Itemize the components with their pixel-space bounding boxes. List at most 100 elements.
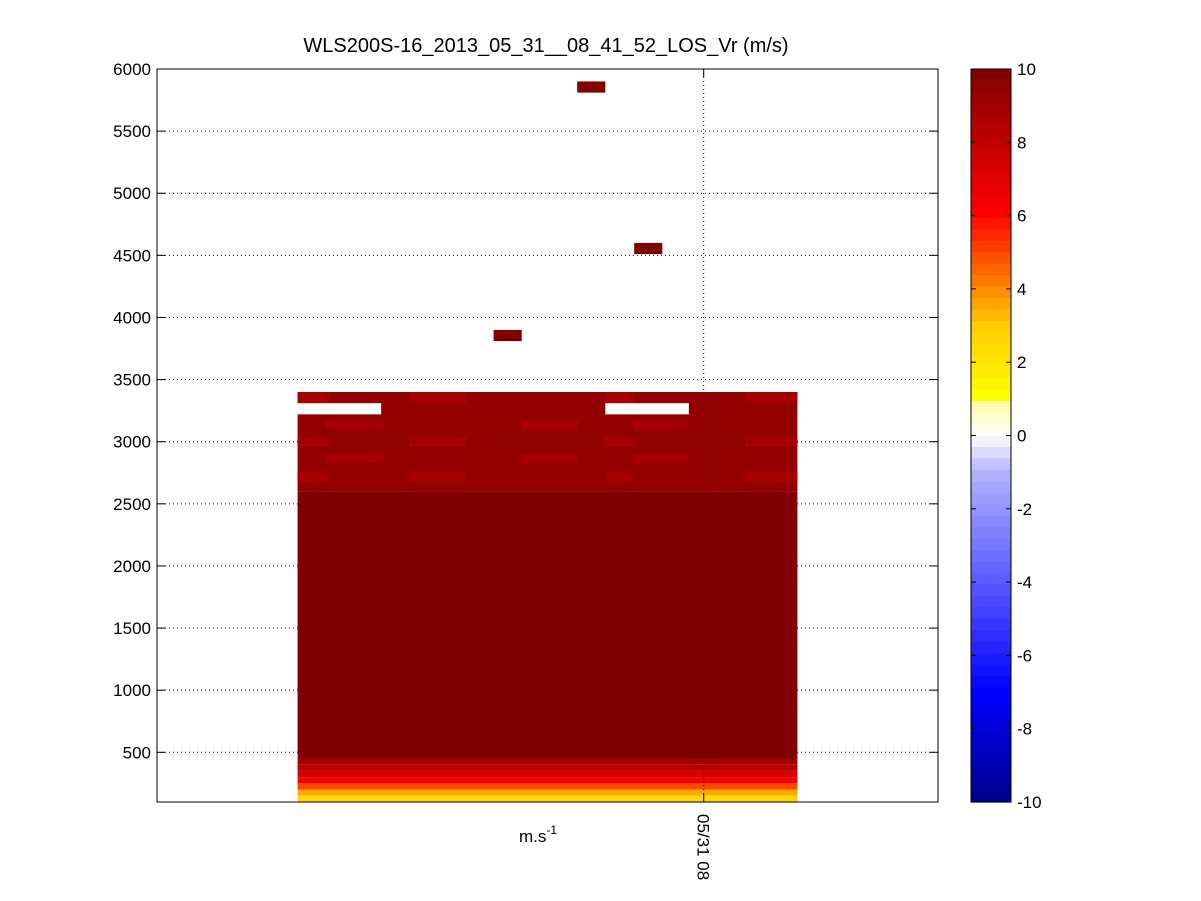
colorbar-swatch bbox=[971, 424, 1011, 437]
y-tick-label: 2000 bbox=[113, 557, 151, 576]
field-band bbox=[297, 764, 798, 771]
colorbar-swatch bbox=[971, 126, 1011, 139]
field-band bbox=[297, 758, 798, 765]
colorbar-swatch bbox=[971, 710, 1011, 723]
chart-title: WLS200S-16_2013_05_31__08_41_52_LOS_Vr (… bbox=[303, 35, 788, 57]
colorbar-tick-label: 8 bbox=[1017, 133, 1026, 152]
x-tick-label: 05/31 08 bbox=[694, 814, 713, 880]
colorbar-swatch bbox=[971, 446, 1011, 460]
field-cell bbox=[605, 392, 634, 404]
y-tick-label: 4500 bbox=[113, 246, 151, 265]
colorbar-swatch bbox=[971, 229, 1011, 242]
colorbar-swatch bbox=[971, 630, 1011, 643]
colorbar-tick-label: -10 bbox=[1017, 793, 1042, 812]
colorbar-swatch bbox=[971, 676, 1011, 689]
colorbar-tick-label: -6 bbox=[1017, 646, 1032, 665]
field-cell bbox=[521, 454, 578, 463]
y-tick-label: 2500 bbox=[113, 495, 151, 514]
colorbar-swatch bbox=[971, 790, 1011, 803]
y-tick-label: 4000 bbox=[113, 308, 151, 327]
y-tick-label: 3000 bbox=[113, 433, 151, 452]
colorbar-swatch bbox=[971, 309, 1011, 322]
colorbar-swatch bbox=[971, 481, 1011, 494]
x-axis-label-sup: -1 bbox=[546, 823, 557, 837]
colorbar-swatch bbox=[971, 401, 1011, 414]
colorbar-swatch bbox=[971, 435, 1011, 448]
colorbar-swatch bbox=[971, 286, 1011, 299]
colorbar-swatch bbox=[971, 721, 1011, 734]
colorbar-swatch bbox=[971, 572, 1011, 585]
colorbar-tick-label: -2 bbox=[1017, 500, 1032, 519]
field-cell bbox=[745, 436, 798, 447]
field-cell bbox=[297, 392, 329, 404]
field-band bbox=[297, 777, 798, 784]
colorbar-swatch bbox=[971, 779, 1011, 792]
colorbar-swatch bbox=[971, 584, 1011, 597]
colorbar-swatch bbox=[971, 641, 1011, 654]
field-cell bbox=[745, 471, 798, 482]
colorbar-swatch bbox=[971, 355, 1011, 368]
y-tick-label: 3500 bbox=[113, 371, 151, 390]
colorbar-swatch bbox=[971, 240, 1011, 253]
colorbar-swatch bbox=[971, 275, 1011, 288]
colorbar-swatch bbox=[971, 744, 1011, 757]
field-cell bbox=[325, 420, 382, 430]
colorbar-swatch bbox=[971, 389, 1011, 402]
colorbar-swatch bbox=[971, 69, 1011, 82]
field-band bbox=[297, 789, 798, 796]
y-tick-label: 1500 bbox=[113, 619, 151, 638]
colorbar-swatch bbox=[971, 194, 1011, 208]
colorbar-swatch bbox=[971, 137, 1011, 150]
field-cell bbox=[325, 454, 382, 463]
colorbar-tick-label: 2 bbox=[1017, 353, 1026, 372]
colorbar-swatch bbox=[971, 618, 1011, 631]
colorbar-swatch bbox=[971, 595, 1011, 608]
colorbar-swatch bbox=[971, 80, 1011, 93]
colorbar-swatch bbox=[971, 687, 1011, 700]
colorbar-swatch bbox=[971, 103, 1011, 116]
colorbar-swatch bbox=[971, 252, 1011, 265]
colorbar-swatch bbox=[971, 298, 1011, 311]
colorbar-swatch bbox=[971, 378, 1011, 391]
colorbar-tick-label: 0 bbox=[1017, 427, 1026, 446]
colorbar-swatch bbox=[971, 412, 1011, 425]
colorbar-swatch bbox=[971, 183, 1011, 196]
field-cell bbox=[633, 454, 689, 463]
colorbar-tick-label: -4 bbox=[1017, 573, 1032, 592]
missing-cell bbox=[297, 403, 382, 415]
field-cell bbox=[409, 471, 466, 482]
x-axis: 05/31 08 bbox=[694, 69, 713, 880]
colorbar-swatch bbox=[971, 492, 1011, 505]
colorbar-swatch bbox=[971, 149, 1011, 162]
colorbar-swatch bbox=[971, 561, 1011, 574]
colorbar-swatch bbox=[971, 160, 1011, 173]
colorbar-swatch bbox=[971, 458, 1011, 471]
isolated-cell bbox=[577, 81, 606, 93]
colorbar-tick-label: 10 bbox=[1017, 60, 1036, 79]
colorbar-swatch bbox=[971, 698, 1011, 711]
colorbar-swatch bbox=[971, 527, 1011, 540]
field-cell bbox=[521, 420, 578, 430]
x-axis-label-base: m.s bbox=[519, 827, 546, 846]
colorbar-tick-label: -8 bbox=[1017, 720, 1032, 739]
colorbar-swatch bbox=[971, 538, 1011, 551]
colorbar-swatch bbox=[971, 91, 1011, 104]
field-cell bbox=[633, 420, 689, 430]
colorbar-swatch bbox=[971, 733, 1011, 746]
colorbar-swatch bbox=[971, 653, 1011, 666]
field-cell bbox=[605, 436, 634, 447]
field-cell bbox=[605, 471, 634, 482]
colorbar-tick-label: 6 bbox=[1017, 207, 1026, 226]
y-tick-label: 1000 bbox=[113, 681, 151, 700]
colorbar-swatch bbox=[971, 504, 1011, 517]
colorbar-swatch bbox=[971, 515, 1011, 528]
colorbar-swatch bbox=[971, 172, 1011, 185]
missing-cell bbox=[605, 403, 689, 415]
colorbar-swatch bbox=[971, 206, 1011, 219]
field-cell bbox=[745, 392, 798, 404]
plot-area bbox=[297, 81, 798, 802]
isolated-cell bbox=[634, 242, 663, 255]
isolated-cell bbox=[493, 329, 522, 342]
field-band bbox=[297, 795, 798, 802]
